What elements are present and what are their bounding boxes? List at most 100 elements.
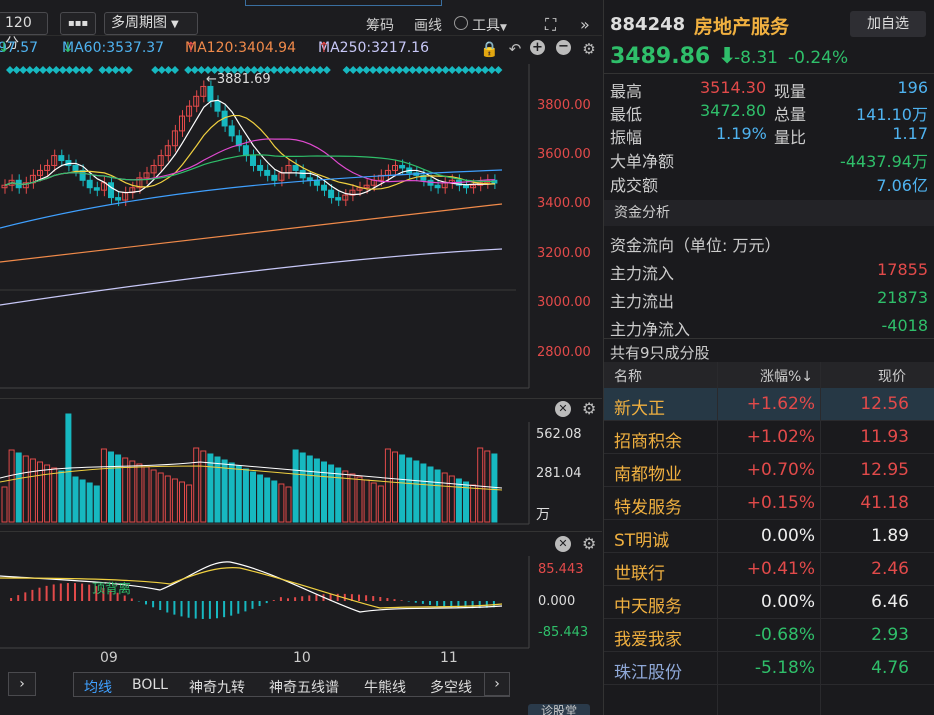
add-watchlist-button[interactable]: 加自选 <box>850 11 926 37</box>
multi-period-dropdown[interactable]: 多周期图 ▼ <box>104 12 198 35</box>
ma-partial-value: 97.57 <box>0 40 39 56</box>
candle <box>242 145 249 157</box>
table-row[interactable]: 中天服务 0.00% 6.46 <box>604 586 934 619</box>
signal-diamond <box>230 66 239 74</box>
volume-bar <box>413 460 420 523</box>
tab-bull-bear[interactable]: 牛熊线 <box>364 680 406 696</box>
table-row[interactable]: 招商积余 +1.02% 11.93 <box>604 421 934 454</box>
main-in-label: 主力流入 <box>610 264 675 283</box>
last-price: 3489.86 ⬇ <box>610 44 736 69</box>
ma-legend: 97.57 ↓ MA60:3537.37 ↓ MA120:3404.94 ↑ MA25… <box>0 40 602 60</box>
pct-cell: -5.18% <box>754 658 815 678</box>
tools-dropdown[interactable]: 工具▼ <box>472 15 507 35</box>
chips-button[interactable]: 筹码 <box>366 18 394 34</box>
signal-diamond <box>316 66 325 74</box>
table-row[interactable]: 新大正 +1.62% 12.56 <box>604 388 934 421</box>
draw-line-button[interactable]: 画线 <box>414 18 442 34</box>
table-row[interactable]: 世联行 +0.41% 2.46 <box>604 553 934 586</box>
table-row[interactable]: 南都物业 +0.70% 12.95 <box>604 454 934 487</box>
candle <box>228 125 235 137</box>
pane-divider <box>0 531 602 532</box>
price-tick: 3600.00 <box>537 147 591 162</box>
signal-diamond <box>461 66 470 74</box>
info-icon[interactable] <box>454 16 468 30</box>
search-box-edge[interactable] <box>245 0 442 6</box>
tab-long-short[interactable]: 多空线 <box>430 680 472 696</box>
signal-diamond <box>474 66 483 74</box>
gear-icon[interactable]: ⚙ <box>582 40 596 58</box>
gear-icon[interactable]: ⚙ <box>582 399 597 418</box>
lock-icon[interactable]: 🔒 <box>480 40 499 58</box>
col-divider <box>717 362 718 715</box>
candle <box>150 164 157 174</box>
signal-diamond <box>111 66 120 74</box>
tab-magic-nine[interactable]: 神奇九转 <box>189 680 245 696</box>
price-tick: 3000.00 <box>537 295 591 310</box>
candle <box>463 184 469 189</box>
main-out-label: 主力流出 <box>610 292 675 311</box>
pct-cell: +0.41% <box>746 559 815 579</box>
volume-bar <box>377 485 384 523</box>
col-pct[interactable]: 涨幅%↓ <box>760 369 814 385</box>
price-cell: 12.56 <box>860 394 909 414</box>
ma30-line <box>4 154 495 186</box>
candle <box>72 164 79 171</box>
zoom-out-icon[interactable]: − <box>556 40 571 55</box>
stock-name: 房地产服务 <box>694 16 790 38</box>
candle <box>250 155 256 166</box>
volume-bar <box>179 481 185 523</box>
candle <box>200 85 207 97</box>
period-selector[interactable]: 120分 <box>0 12 48 52</box>
nav-next-button[interactable]: › <box>484 672 510 696</box>
volume-mid: 281.04 <box>536 466 582 481</box>
tab-ma[interactable]: 均线 <box>84 680 112 696</box>
candle <box>44 164 51 171</box>
volume-bar <box>193 447 200 523</box>
volume-bar <box>321 461 327 523</box>
diagnose-button[interactable]: 诊股堂 <box>528 704 590 715</box>
ma250-line <box>0 248 503 306</box>
volume-bar <box>136 463 143 523</box>
candle <box>313 179 320 186</box>
main-net-label: 主力净流入 <box>610 320 691 339</box>
col-price[interactable]: 现价 <box>878 369 906 385</box>
ma10-line <box>4 114 495 190</box>
table-row[interactable]: 我爱我家 -0.68% 2.93 <box>604 619 934 652</box>
candle <box>86 179 93 189</box>
fund-analysis-tab[interactable]: 资金分析 <box>604 200 934 226</box>
collapse-icon[interactable]: » <box>580 15 590 34</box>
candle <box>115 197 122 201</box>
zoom-in-icon[interactable]: + <box>530 40 545 55</box>
volume-bar <box>455 478 462 523</box>
table-row[interactable]: 特发服务 +0.15% 41.18 <box>604 487 934 520</box>
table-row[interactable]: ST明诚 0.00% 1.89 <box>604 520 934 553</box>
kline-chart[interactable] <box>0 0 602 672</box>
signal-diamond <box>454 66 463 74</box>
turnover-value: 7.06亿 <box>876 176 928 195</box>
col-name[interactable]: 名称 <box>614 369 642 385</box>
volume-bar <box>271 480 278 523</box>
price-cell: 2.93 <box>871 625 909 645</box>
tab-magic-five[interactable]: 神奇五线谱 <box>269 680 339 696</box>
nav-prev-button[interactable]: › <box>8 672 36 696</box>
tab-boll[interactable]: BOLL <box>132 677 168 693</box>
big-net-value: -4437.94万 <box>840 152 928 171</box>
close-icon[interactable]: ✕ <box>555 536 571 552</box>
undo-icon[interactable]: ↶ <box>508 40 522 58</box>
signal-diamond <box>223 66 232 74</box>
more-button[interactable]: ▪▪▪ <box>60 12 96 35</box>
candle <box>58 155 65 162</box>
tools-label: 工具 <box>472 18 500 34</box>
volume-bar <box>207 453 214 523</box>
expand-icon[interactable]: ⛶ <box>545 15 557 34</box>
stock-name-cell: 新大正 <box>614 399 665 419</box>
big-net-label: 大单净额 <box>610 152 675 171</box>
signal-diamond <box>45 66 54 74</box>
volume-bar <box>349 473 356 523</box>
gear-icon[interactable]: ⚙ <box>582 534 597 553</box>
price-tick: 3400.00 <box>537 196 591 211</box>
table-row[interactable]: 珠江股份 -5.18% 4.76 <box>604 652 934 685</box>
signal-diamond <box>303 66 311 74</box>
candle <box>108 182 114 199</box>
close-icon[interactable]: ✕ <box>555 401 571 417</box>
